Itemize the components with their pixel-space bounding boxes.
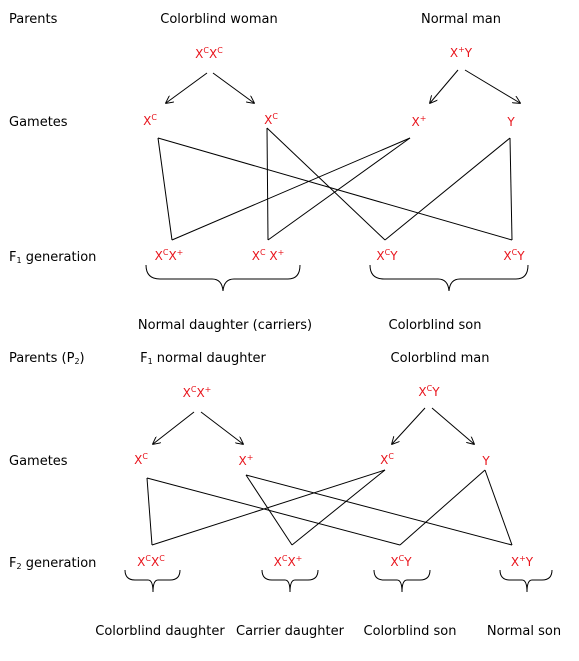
row-label-parents-p2: Parents (P2)	[9, 352, 85, 365]
f2-result-4: Normal son	[487, 625, 561, 638]
brace-f2-2	[262, 570, 318, 592]
f2-offspring-4: X+Y	[511, 556, 533, 568]
row-label-parents: Parents	[9, 13, 57, 26]
genotype2-male: XCY	[418, 386, 439, 398]
offspring-1: XCX+	[155, 250, 184, 262]
arrow-mother2-to-gamete-2	[201, 412, 243, 444]
parent2-female-label: F1 normal daughter	[140, 352, 266, 365]
line-g1-o1	[158, 138, 172, 240]
offspring-2: XC X+	[252, 250, 285, 262]
line2-g4-o4	[485, 470, 512, 545]
parent-male-label: Normal man	[421, 13, 501, 26]
line-g2-o3	[267, 128, 385, 240]
arrow-father-to-gamete-2	[465, 70, 520, 103]
genotype-male: X+Y	[450, 47, 472, 59]
f2-offspring-1: XCXC	[137, 556, 165, 568]
f2-result-2: Carrier daughter	[236, 625, 344, 638]
row-label-gametes-2: Gametes	[9, 455, 68, 468]
f2-offspring-3: XCY	[390, 556, 411, 568]
gamete-2: XC	[264, 114, 278, 126]
line-g4-o4	[510, 138, 512, 240]
gamete2-1: XC	[134, 454, 148, 466]
f2-result-1: Colorblind daughter	[95, 625, 224, 638]
offspring-3: XCY	[376, 250, 397, 262]
arrow-mother2-to-gamete-1	[153, 412, 194, 444]
line-g3-o1	[172, 138, 410, 240]
arrow-father2-to-gamete-1	[392, 408, 425, 444]
parent2-male-label: Colorblind man	[391, 352, 490, 365]
brace-f2-4	[500, 570, 552, 592]
f2-offspring-2: XCX+	[274, 556, 303, 568]
brace-sons	[370, 265, 528, 291]
row-label-f2: F2 generation	[9, 557, 96, 570]
arrow-mother-to-gamete-2	[213, 73, 254, 103]
gamete-1: XC	[143, 115, 157, 127]
genotype2-female: XCX+	[183, 387, 212, 399]
gamete2-3: XC	[380, 454, 394, 466]
arrow-father2-to-gamete-2	[432, 408, 474, 444]
parent-female-label: Colorblind woman	[160, 13, 278, 26]
line2-g1-o1	[147, 478, 152, 545]
row-label-gametes: Gametes	[9, 116, 68, 129]
line-g1-o4	[158, 138, 512, 240]
row-label-f1: F1 generation	[9, 251, 96, 264]
line2-g2-o4	[246, 475, 512, 545]
brace-f2-1	[125, 570, 180, 592]
line-g4-o3	[385, 138, 510, 240]
line-g3-o2	[268, 138, 410, 240]
gamete-4: Y	[507, 116, 514, 128]
result-daughters: Normal daughter (carriers)	[138, 319, 312, 332]
arrow-mother-to-gamete-1	[166, 73, 207, 103]
genotype-female: XCXC	[195, 48, 223, 60]
brace-daughters	[146, 265, 300, 291]
arrow-father-to-gamete-1	[430, 70, 458, 103]
gamete2-2: X+	[239, 455, 254, 467]
line-g2-o2	[267, 128, 268, 240]
brace-f2-3	[374, 570, 430, 592]
gamete-3: X+	[412, 116, 427, 128]
f2-result-3: Colorblind son	[363, 625, 456, 638]
line2-g4-o3	[400, 470, 485, 545]
gamete2-4: Y	[482, 455, 489, 467]
result-sons: Colorblind son	[388, 319, 481, 332]
offspring-4: XCY	[503, 250, 524, 262]
